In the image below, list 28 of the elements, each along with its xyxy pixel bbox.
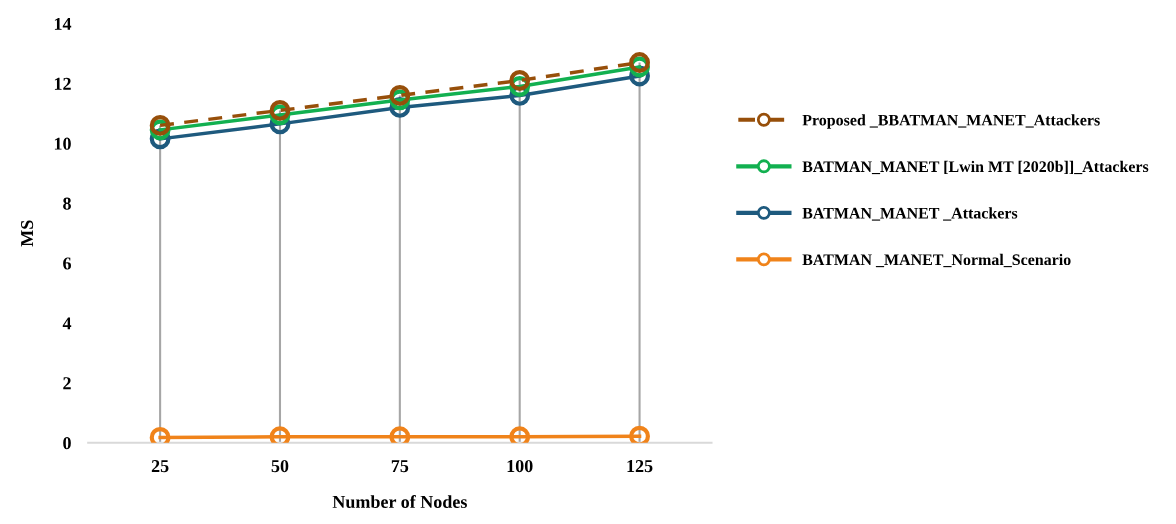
y-tick-label: 4 <box>62 317 72 330</box>
x-axis-title: Number of Nodes <box>332 495 467 509</box>
point <box>629 425 650 443</box>
y-tick-label: 6 <box>63 257 72 270</box>
x-tick-label: 25 <box>151 460 169 473</box>
point <box>389 426 411 443</box>
point <box>269 426 291 443</box>
legend-label: BATMAN_MANET [Lwin MT [2020b]]_Attackers <box>802 160 1149 175</box>
point <box>509 70 531 91</box>
legend-label: BATMAN _MANET_Normal_Scenario <box>802 253 1071 268</box>
point <box>269 99 291 121</box>
legend-label: BATMAN_MANET _Attackers <box>802 207 1018 221</box>
x-tick-label: 100 <box>507 459 533 473</box>
y-tick-label: 2 <box>63 377 71 390</box>
point <box>149 114 171 136</box>
y-tick-label: 0 <box>63 437 71 450</box>
point <box>509 426 531 443</box>
y-tick-label: 12 <box>54 77 71 90</box>
point <box>629 52 650 73</box>
x-tick-label: 50 <box>271 459 289 473</box>
y-tick-label: 8 <box>63 197 71 210</box>
point <box>389 85 411 106</box>
x-tick-label: 125 <box>627 460 653 473</box>
y-axis-title: MS <box>21 220 34 247</box>
x-tick-label: 75 <box>391 460 409 473</box>
y-tick-label: 10 <box>54 137 71 150</box>
legend-label: Proposed _BBATMAN_MANET_Attackers <box>802 114 1100 129</box>
y-tick-label: 14 <box>54 17 72 30</box>
